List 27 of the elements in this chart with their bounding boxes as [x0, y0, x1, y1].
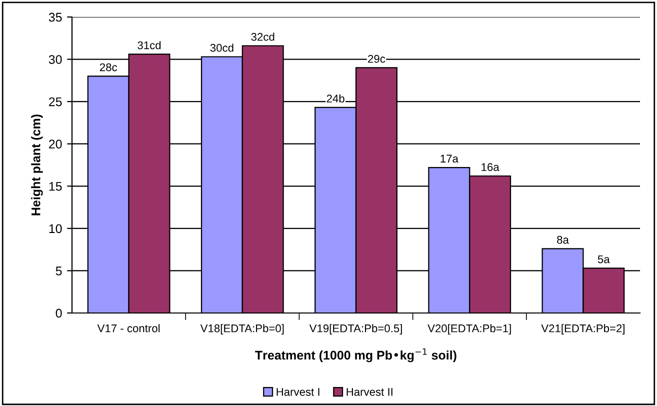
- x-tick-label: V20[EDTA:Pb=1]: [428, 324, 511, 334]
- legend-label: Harvest I: [276, 388, 320, 396]
- y-tick-label: 15: [49, 182, 62, 191]
- x-tick-label: V21[EDTA:Pb=2]: [541, 324, 624, 334]
- y-tick-label: 25: [49, 97, 62, 106]
- x-tick-label: V18[EDTA:Pb=0]: [200, 324, 284, 334]
- x-tick-label: V19[EDTA:Pb=0.5]: [309, 324, 402, 334]
- data-label: 28c: [100, 63, 118, 72]
- data-label: 31cd: [138, 41, 161, 50]
- x-axis-title: Treatment (1000 mg Pb•kg$^{−1}$ soil): [255, 348, 456, 362]
- legend-label: Harvest II: [346, 388, 392, 396]
- y-tick-label: 30: [48, 55, 62, 64]
- y-tick-label: 20: [49, 140, 62, 149]
- data-label: 17a: [440, 154, 458, 163]
- data-label: 5a: [598, 255, 610, 264]
- data-label: 30cd: [210, 44, 234, 52]
- y-tick-label: 10: [49, 224, 62, 234]
- y-tick-label: 5: [56, 266, 62, 276]
- data-label: 32cd: [251, 32, 274, 41]
- data-label: 29c: [368, 54, 386, 63]
- data-label: 16a: [482, 163, 500, 172]
- y-axis-title: Height plant (cm): [31, 114, 43, 216]
- y-tick-label: 35: [48, 12, 62, 22]
- x-tick-label: V17 - control: [97, 324, 160, 332]
- data-label: 8a: [557, 236, 569, 244]
- y-tick-label: 0: [56, 308, 62, 318]
- data-label: 24b: [326, 94, 344, 103]
